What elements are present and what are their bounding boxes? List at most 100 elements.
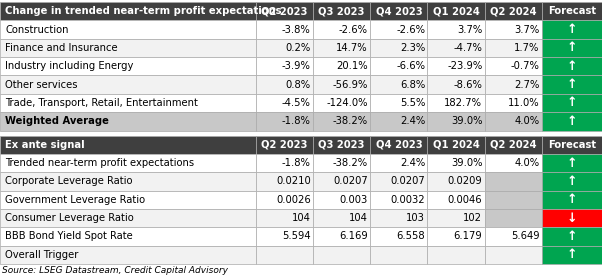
Text: 39.0%: 39.0% — [451, 116, 482, 126]
Bar — [0, 209, 256, 227]
Text: -2.6%: -2.6% — [339, 25, 368, 34]
Text: BBB Bond Yield Spot Rate: BBB Bond Yield Spot Rate — [5, 232, 133, 241]
Text: Forecast: Forecast — [548, 6, 596, 16]
Text: 4.0%: 4.0% — [514, 116, 539, 126]
Text: 14.7%: 14.7% — [337, 43, 368, 53]
Text: 0.0026: 0.0026 — [276, 195, 311, 205]
Bar — [256, 94, 313, 112]
Bar — [0, 154, 256, 172]
Bar — [370, 20, 427, 39]
Text: Q3 2023: Q3 2023 — [318, 6, 365, 16]
Text: -1.8%: -1.8% — [282, 116, 311, 126]
Bar — [0, 57, 256, 75]
Bar — [0, 246, 256, 264]
Bar — [485, 75, 542, 94]
Bar — [370, 57, 427, 75]
Text: ↑: ↑ — [566, 157, 577, 169]
Bar — [427, 246, 485, 264]
Bar — [256, 75, 313, 94]
Bar — [542, 20, 602, 39]
Bar — [0, 20, 256, 39]
Text: 0.8%: 0.8% — [285, 80, 311, 90]
Bar — [370, 39, 427, 57]
Text: Weighted Average: Weighted Average — [5, 116, 109, 126]
Bar — [370, 209, 427, 227]
Bar — [427, 112, 485, 130]
Bar — [542, 154, 602, 172]
Text: ↑: ↑ — [566, 60, 577, 73]
Bar — [313, 191, 370, 209]
Text: ↓: ↓ — [566, 212, 577, 225]
Text: -4.5%: -4.5% — [282, 98, 311, 108]
Text: Construction: Construction — [5, 25, 69, 34]
Bar — [485, 39, 542, 57]
Text: 0.0207: 0.0207 — [390, 176, 425, 186]
Text: Q2 2023: Q2 2023 — [261, 6, 308, 16]
Text: ↑: ↑ — [566, 23, 577, 36]
Text: 2.4%: 2.4% — [400, 158, 425, 168]
Bar — [370, 154, 427, 172]
Text: 103: 103 — [406, 213, 425, 223]
Bar — [427, 20, 485, 39]
Text: Q2 2024: Q2 2024 — [490, 6, 536, 16]
Bar — [542, 57, 602, 75]
Text: 0.0046: 0.0046 — [448, 195, 482, 205]
Bar — [256, 227, 313, 246]
Bar — [313, 209, 370, 227]
Text: -38.2%: -38.2% — [333, 116, 368, 126]
Bar — [427, 227, 485, 246]
Bar — [313, 112, 370, 130]
Text: 0.2%: 0.2% — [285, 43, 311, 53]
Bar — [427, 191, 485, 209]
Bar — [370, 75, 427, 94]
Bar — [542, 2, 602, 20]
Bar — [313, 154, 370, 172]
Bar — [370, 227, 427, 246]
Bar — [485, 227, 542, 246]
Text: -1.8%: -1.8% — [282, 158, 311, 168]
Text: Government Leverage Ratio: Government Leverage Ratio — [5, 195, 145, 205]
Text: 104: 104 — [349, 213, 368, 223]
Text: Corporate Leverage Ratio: Corporate Leverage Ratio — [5, 176, 132, 186]
Bar — [370, 2, 427, 20]
Text: ↑: ↑ — [566, 115, 577, 128]
Bar — [313, 227, 370, 246]
Bar — [542, 136, 602, 154]
Bar — [542, 112, 602, 130]
Text: 3.7%: 3.7% — [457, 25, 482, 34]
Text: 5.5%: 5.5% — [400, 98, 425, 108]
Text: ↑: ↑ — [566, 193, 577, 206]
Text: -6.6%: -6.6% — [396, 61, 425, 71]
Bar — [370, 94, 427, 112]
Text: -38.2%: -38.2% — [333, 158, 368, 168]
Bar — [542, 246, 602, 264]
Bar — [542, 39, 602, 57]
Text: Q1 2024: Q1 2024 — [433, 140, 479, 150]
Bar — [485, 136, 542, 154]
Bar — [485, 94, 542, 112]
Bar — [485, 172, 542, 191]
Text: -8.6%: -8.6% — [453, 80, 482, 90]
Text: 5.649: 5.649 — [511, 232, 539, 241]
Bar — [485, 2, 542, 20]
Bar — [370, 136, 427, 154]
Bar — [256, 191, 313, 209]
Bar — [313, 39, 370, 57]
Bar — [427, 75, 485, 94]
Bar — [313, 57, 370, 75]
Bar — [0, 227, 256, 246]
Text: Industry including Energy: Industry including Energy — [5, 61, 134, 71]
Bar — [0, 2, 256, 20]
Text: 6.8%: 6.8% — [400, 80, 425, 90]
Text: 3.7%: 3.7% — [514, 25, 539, 34]
Bar — [427, 39, 485, 57]
Bar — [0, 136, 256, 154]
Text: ↑: ↑ — [566, 97, 577, 109]
Text: -124.0%: -124.0% — [326, 98, 368, 108]
Bar — [0, 39, 256, 57]
Bar — [256, 39, 313, 57]
Text: 0.003: 0.003 — [340, 195, 368, 205]
Bar — [427, 94, 485, 112]
Text: Trended near-term profit expectations: Trended near-term profit expectations — [5, 158, 194, 168]
Bar — [313, 2, 370, 20]
